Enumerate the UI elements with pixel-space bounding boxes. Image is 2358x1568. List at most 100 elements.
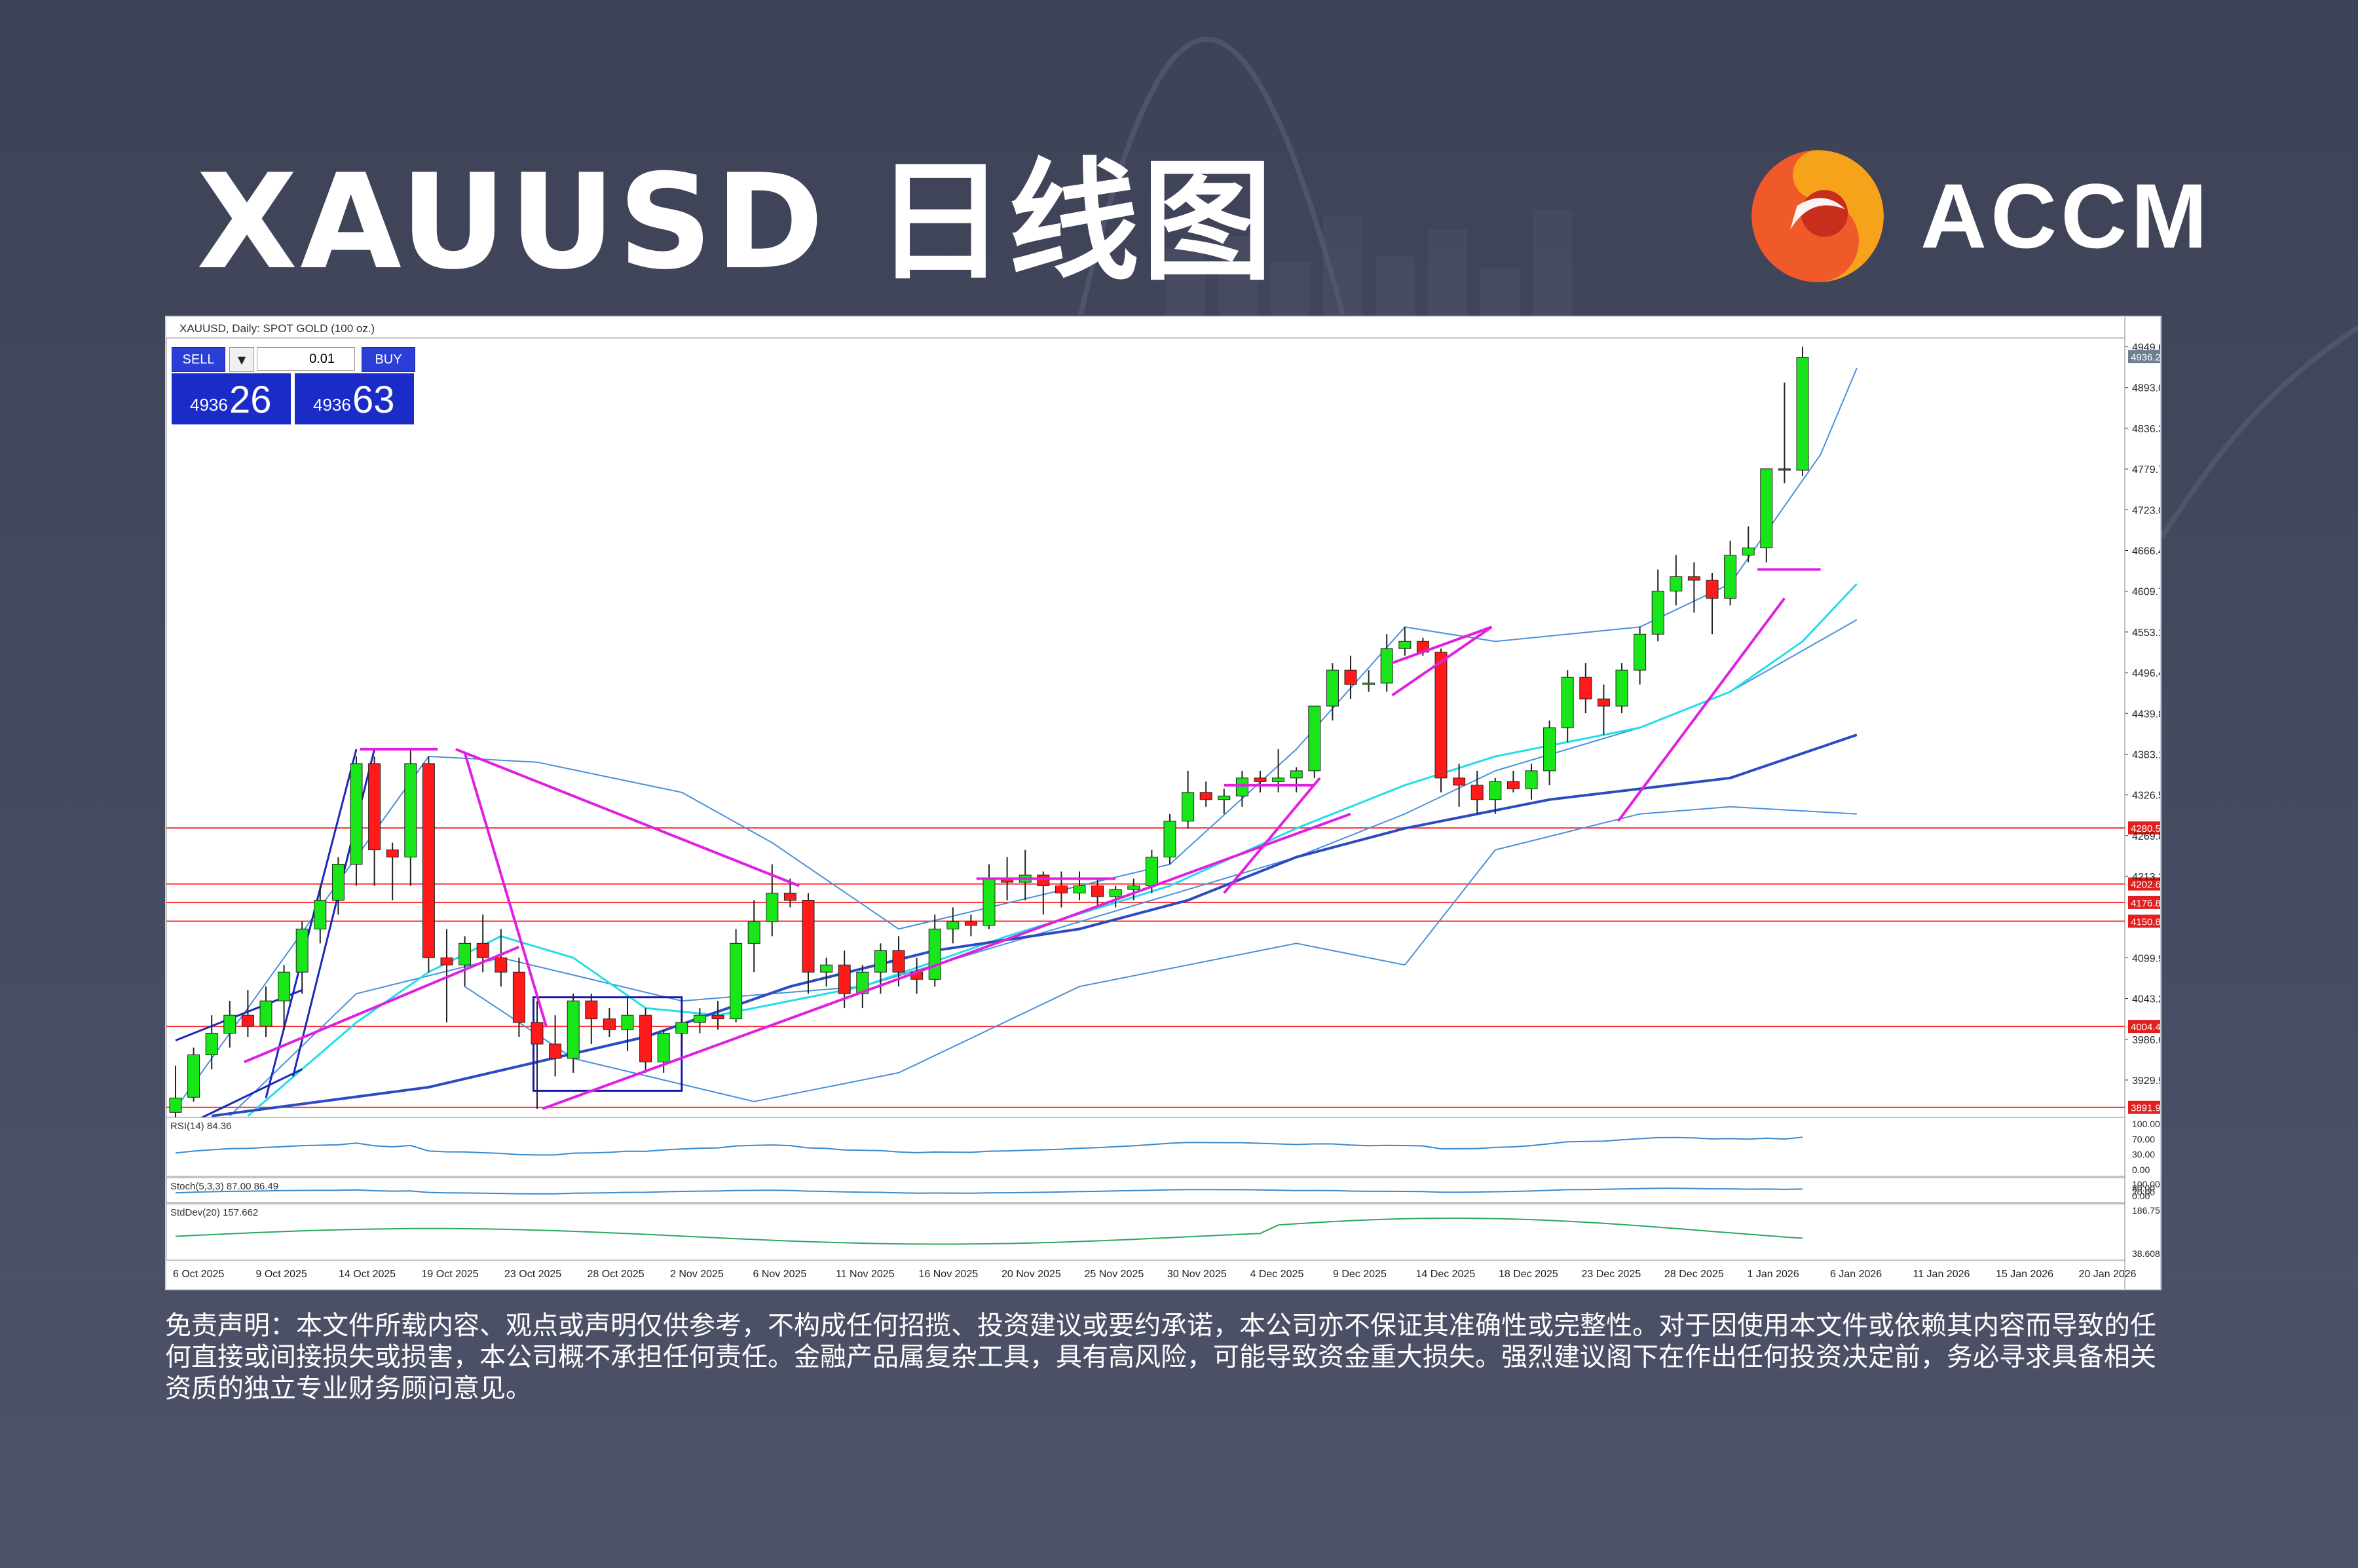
stochastic-level-label: 20.00 xyxy=(2132,1187,2155,1197)
y-tick-label: 4836.35 xyxy=(2132,424,2160,435)
stochastic-label: Stoch(5,3,3) 87.00 86.49 xyxy=(170,1181,278,1192)
sell-price-minor: 26 xyxy=(229,379,272,421)
candle-body xyxy=(693,1015,706,1023)
candle-body xyxy=(1290,770,1303,779)
candle-body xyxy=(657,1033,670,1062)
candle-body xyxy=(838,964,851,994)
candle-body xyxy=(1182,792,1195,822)
candle-body xyxy=(1434,652,1448,779)
y-tick-label: 4439.80 xyxy=(2132,709,2160,720)
candle-body xyxy=(946,921,960,929)
candle-body xyxy=(512,971,525,1023)
candle-body xyxy=(1109,889,1122,897)
candle-body xyxy=(1254,777,1267,782)
y-tick-label: 4779.70 xyxy=(2132,464,2160,476)
candle-body xyxy=(603,1018,616,1030)
candle-body xyxy=(295,928,309,973)
candle-body xyxy=(223,1015,236,1034)
sell-button[interactable]: SELL xyxy=(172,347,225,372)
candle-body xyxy=(386,849,399,858)
candle-body xyxy=(1796,357,1809,471)
buy-button[interactable]: BUY xyxy=(362,347,415,372)
x-tick-label: 11 Nov 2025 xyxy=(836,1269,895,1280)
x-tick-label: 28 Dec 2025 xyxy=(1664,1269,1724,1280)
candle-body xyxy=(711,1015,724,1020)
candle-body xyxy=(1145,857,1158,887)
buy-price[interactable]: 4936 63 xyxy=(295,373,414,424)
candle-body xyxy=(1235,777,1248,796)
candle-body xyxy=(368,763,381,851)
rsi-label: RSI(14) 84.36 xyxy=(170,1121,231,1132)
candle-body xyxy=(241,1015,254,1027)
candle-body xyxy=(1615,669,1628,707)
x-tick-label: 6 Oct 2025 xyxy=(173,1269,224,1280)
candle-body xyxy=(440,957,453,965)
y-tick-label: 4383.15 xyxy=(2132,749,2160,760)
trendline xyxy=(1391,625,1493,697)
candle-body xyxy=(856,971,869,994)
candle-body xyxy=(1561,677,1574,728)
x-tick-label: 14 Dec 2025 xyxy=(1416,1269,1476,1280)
y-tick-label: 4553.10 xyxy=(2132,627,2160,639)
candle-body xyxy=(1579,677,1592,700)
trendline xyxy=(1223,777,1321,894)
candle-body xyxy=(567,1000,580,1059)
support-label-bg xyxy=(2128,877,2160,891)
bollinger-mid-line xyxy=(229,619,1858,1117)
candle-body xyxy=(476,943,489,958)
candle-body xyxy=(1091,886,1104,897)
candle-body xyxy=(1634,633,1647,671)
x-tick-label: 6 Nov 2025 xyxy=(753,1269,807,1280)
one-click-trade-panel[interactable]: SELL ▼ 0.01 BUY 4936 26 4936 63 xyxy=(172,347,415,424)
x-tick-label: 23 Dec 2025 xyxy=(1582,1269,1641,1280)
support-label: 4176.88 xyxy=(2131,898,2160,909)
x-tick-label: 16 Nov 2025 xyxy=(919,1269,979,1280)
current-price-bg xyxy=(2128,350,2160,364)
candle-body xyxy=(1543,727,1556,772)
stddev-level-label: 38.608 xyxy=(2132,1248,2160,1259)
chart-canvas[interactable]: 4280.51 4202.66 4176.88 4150.81 4004.49 3891.… xyxy=(166,317,2160,1289)
candle-body xyxy=(1344,669,1357,685)
candle-body xyxy=(1308,705,1321,772)
lot-size-input[interactable]: 0.01 xyxy=(257,347,355,371)
candle-body xyxy=(169,1097,182,1113)
x-tick-label: 6 Jan 2026 xyxy=(1830,1269,1882,1280)
lot-dropdown-icon[interactable]: ▼ xyxy=(229,347,254,372)
candle-body xyxy=(928,928,941,980)
buy-price-major: 4936 xyxy=(313,395,351,415)
brand: ACCM xyxy=(1749,144,2207,288)
trendline xyxy=(455,748,800,887)
support-label-bg xyxy=(2128,1100,2160,1114)
y-tick-label: 4723.05 xyxy=(2132,505,2160,516)
candle-body xyxy=(1506,781,1520,789)
rsi-level-label: 30.00 xyxy=(2132,1149,2155,1160)
sell-price[interactable]: 4936 26 xyxy=(172,373,291,424)
candle-body xyxy=(404,763,417,858)
x-tick-label: 9 Oct 2025 xyxy=(256,1269,307,1280)
candle-body xyxy=(1742,548,1755,556)
candle-body xyxy=(747,921,760,944)
x-tick-label: 30 Nov 2025 xyxy=(1167,1269,1227,1280)
y-tick-label: 4099.90 xyxy=(2132,953,2160,964)
x-tick-label: 28 Oct 2025 xyxy=(588,1269,645,1280)
brand-name: ACCM xyxy=(1920,164,2211,267)
candle-body xyxy=(331,864,345,901)
candle-body xyxy=(422,763,435,958)
trendline xyxy=(1391,625,1492,665)
current-price-label: 4936.26 xyxy=(2131,352,2160,363)
trendline xyxy=(244,945,520,1064)
candle-body xyxy=(1073,886,1086,893)
candle-body xyxy=(820,964,833,973)
x-tick-label: 14 Oct 2025 xyxy=(339,1269,396,1280)
candle-body xyxy=(1326,669,1339,707)
candle-body xyxy=(1525,770,1538,789)
x-tick-label: 23 Oct 2025 xyxy=(504,1269,561,1280)
chart-header: XAUUSD, Daily: SPOT GOLD (100 oz.) xyxy=(179,322,375,335)
x-tick-label: 11 Jan 2026 xyxy=(1913,1269,1970,1280)
candle-body xyxy=(1055,886,1068,893)
candle-body xyxy=(730,943,743,1020)
plot-area xyxy=(166,337,2125,1118)
stochastic-level-label: 0.00 xyxy=(2132,1191,2150,1201)
price-chart[interactable]: 4280.51 4202.66 4176.88 4150.81 4004.49 3891.… xyxy=(165,316,2162,1290)
